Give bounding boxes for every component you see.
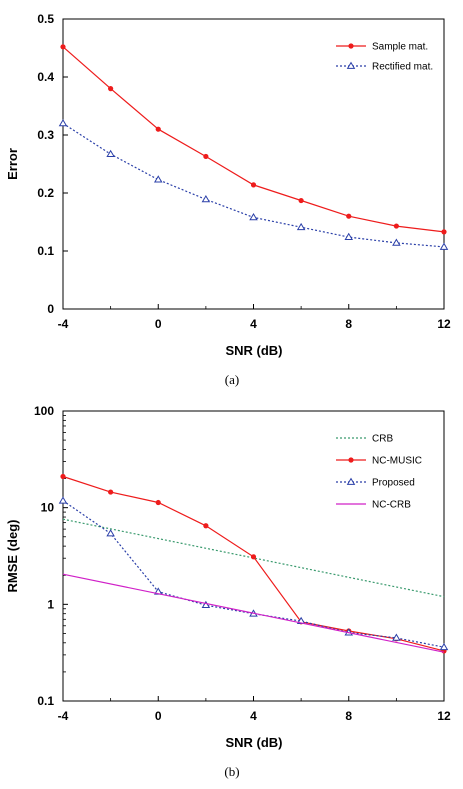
series-group-a xyxy=(58,44,449,250)
data-point xyxy=(250,182,257,188)
x-tick-labels-a: -4 0 4 8 12 xyxy=(58,317,451,331)
data-point xyxy=(441,229,447,235)
y-axis-label-b: RMSE (deg) xyxy=(5,520,20,593)
data-point xyxy=(155,126,161,132)
legend-a: Sample mat. Rectified mat. xyxy=(336,42,433,73)
tick-marks-a xyxy=(62,18,445,310)
data-point xyxy=(106,149,115,158)
data-point xyxy=(201,194,211,203)
chart-b: 0.1 1 10 100 -4 0 4 8 12 CRB NC-MUSIC Proposed NC-… xyxy=(5,404,451,779)
legend-label: Rectified mat. xyxy=(372,62,433,73)
legend-marker xyxy=(346,477,356,485)
x-tick-label: -4 xyxy=(58,317,69,331)
legend-label: NC-CRB xyxy=(372,500,411,511)
x-tick-label: -4 xyxy=(58,709,69,723)
caption-a: (a) xyxy=(225,372,239,387)
x-tick-label: 8 xyxy=(345,317,352,331)
data-point xyxy=(250,554,257,560)
data-point xyxy=(439,242,449,250)
legend-label: NC-MUSIC xyxy=(372,456,422,467)
legend-b: CRB NC-MUSIC Proposed NC-CRB xyxy=(336,434,422,511)
x-tick-label: 12 xyxy=(437,709,451,723)
chart-a: 0 0.1 0.2 0.3 0.4 0.5 -4 0 4 8 12 Sample mat. Rect… xyxy=(5,12,451,387)
data-point xyxy=(203,523,209,529)
legend-marker xyxy=(346,61,356,69)
legend-label: Sample mat. xyxy=(372,42,428,53)
x-tick-label: 0 xyxy=(155,317,162,331)
y-tick-label: 0.2 xyxy=(37,186,54,200)
data-point xyxy=(392,238,401,246)
data-point xyxy=(60,44,66,50)
series-line-proposed xyxy=(62,500,445,648)
x-tick-labels-b: -4 0 4 8 12 xyxy=(58,709,451,723)
data-point xyxy=(203,153,209,160)
data-point xyxy=(106,529,115,537)
caption-b: (b) xyxy=(224,764,239,779)
legend-marker xyxy=(348,457,354,463)
legend-label: CRB xyxy=(372,434,393,445)
series-line-nc-crb xyxy=(62,573,445,653)
series-group-b xyxy=(58,473,449,654)
y-tick-label: 0.5 xyxy=(37,12,54,26)
y-tick-label: 0 xyxy=(47,302,54,316)
x-axis-label-a: SNR (dB) xyxy=(225,343,282,358)
data-point xyxy=(249,212,258,221)
data-point xyxy=(58,496,68,504)
data-point xyxy=(201,600,211,609)
x-tick-label: 4 xyxy=(250,317,257,331)
y-tick-label: 0.4 xyxy=(37,70,54,84)
data-point xyxy=(108,86,114,92)
x-tick-label: 8 xyxy=(345,709,352,723)
data-point xyxy=(298,197,304,204)
x-axis-label-b: SNR (dB) xyxy=(225,735,282,750)
legend-label: Proposed xyxy=(372,478,415,489)
data-point xyxy=(344,232,354,240)
data-point xyxy=(392,633,401,641)
legend-marker xyxy=(348,43,354,49)
y-tick-label: 0.3 xyxy=(37,128,54,142)
series-line-sample-mat xyxy=(62,46,445,233)
data-point xyxy=(155,499,161,506)
x-tick-label: 0 xyxy=(155,709,162,723)
data-point xyxy=(296,222,306,231)
data-point xyxy=(108,489,114,495)
x-tick-label: 12 xyxy=(437,317,451,331)
tick-marks-b xyxy=(62,410,445,702)
y-tick-label: 10 xyxy=(41,501,55,515)
y-tick-labels-a: 0 0.1 0.2 0.3 0.4 0.5 xyxy=(37,12,54,316)
data-point xyxy=(346,213,352,219)
data-point xyxy=(393,223,399,229)
series-line-crb xyxy=(62,518,445,598)
data-point xyxy=(153,175,163,183)
data-point xyxy=(439,642,449,651)
y-tick-label: 100 xyxy=(34,404,54,418)
data-point xyxy=(60,473,66,480)
x-tick-label: 4 xyxy=(250,709,257,723)
y-tick-label: 0.1 xyxy=(37,694,54,708)
y-axis-label-a: Error xyxy=(5,148,20,180)
y-tick-label: 1 xyxy=(47,597,54,611)
data-point xyxy=(58,119,68,127)
y-tick-labels-b: 0.1 1 10 100 xyxy=(34,404,54,708)
y-tick-label: 0.1 xyxy=(37,244,54,258)
